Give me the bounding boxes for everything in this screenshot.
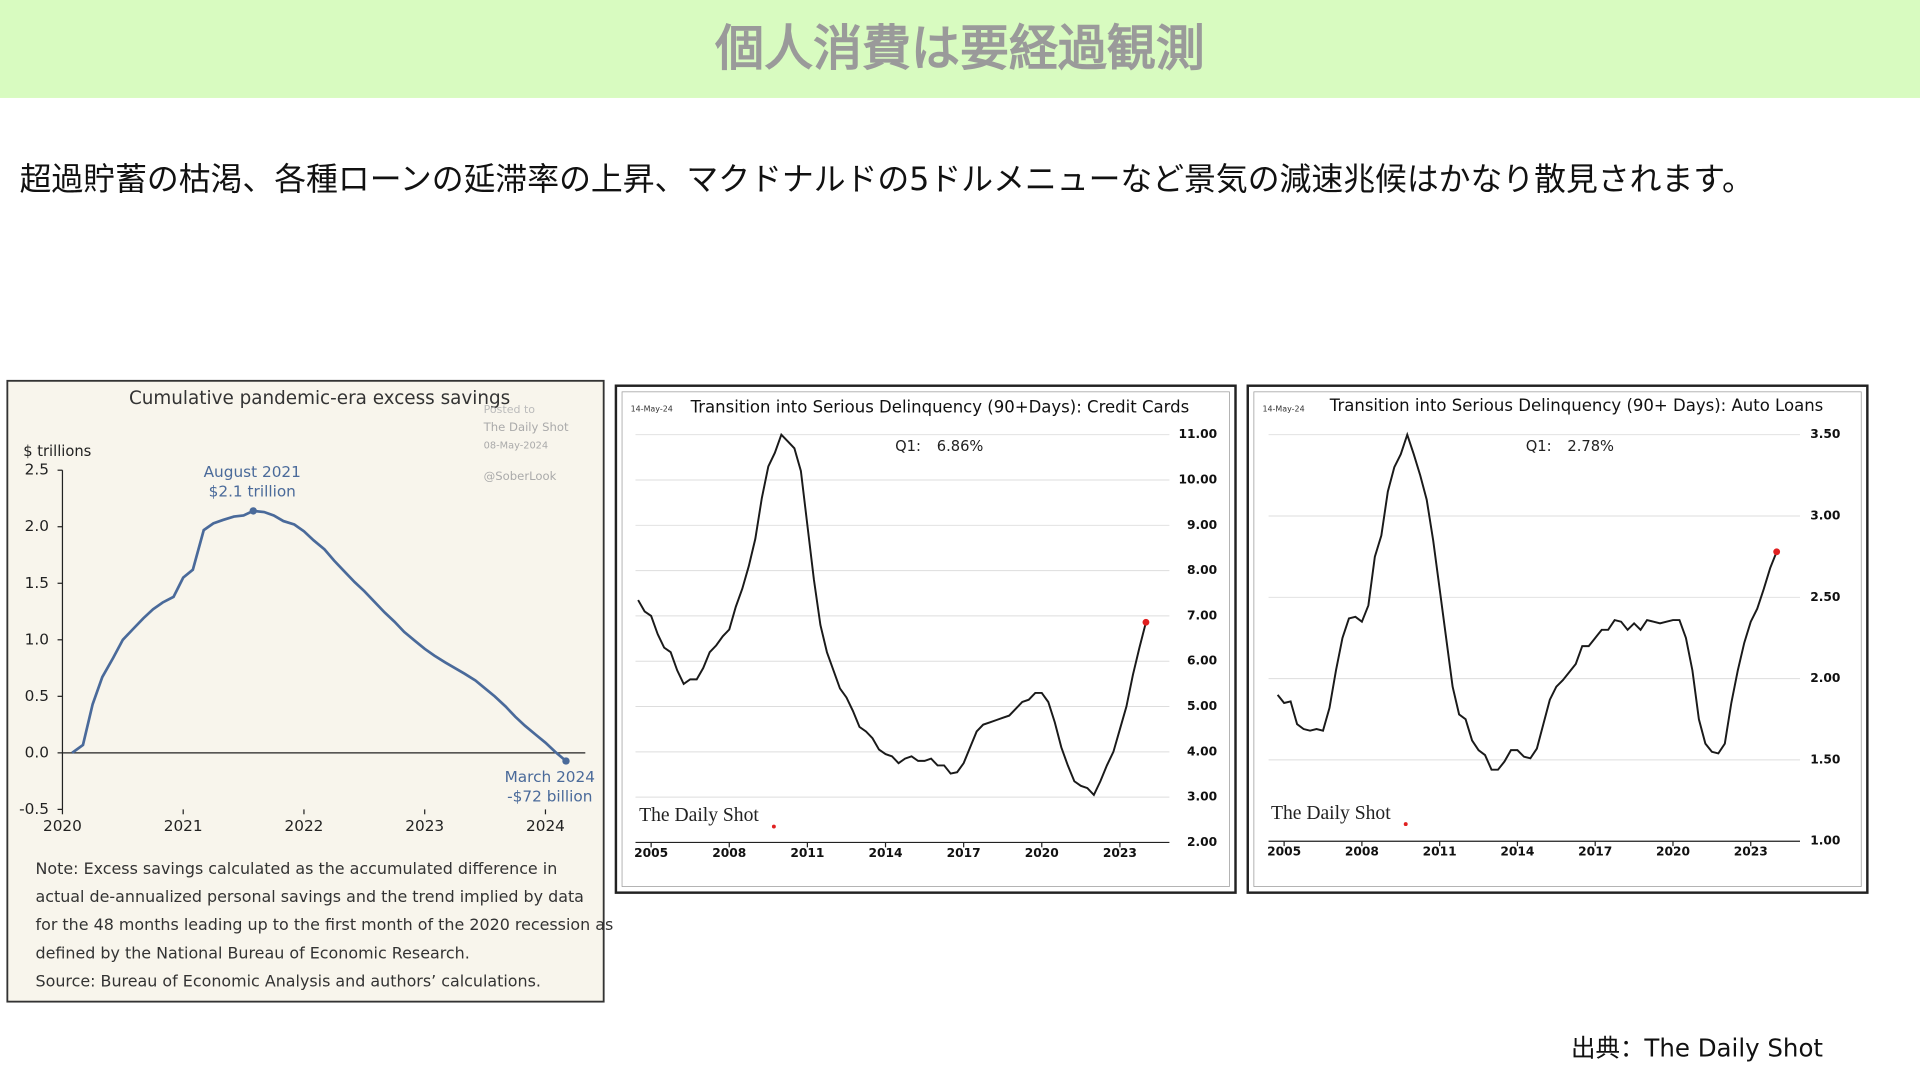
y-tick-label: 8.00 bbox=[1187, 563, 1217, 577]
header-band bbox=[0, 0, 1920, 98]
x-tick-label: 2011 bbox=[790, 846, 824, 860]
y-tick-label: 7.00 bbox=[1187, 608, 1217, 622]
chart-date: 14-May-24 bbox=[1262, 404, 1304, 413]
y-tick-label: 9.00 bbox=[1187, 518, 1217, 532]
annotation: $2.1 trillion bbox=[209, 483, 296, 501]
x-tick-label: 2020 bbox=[1656, 845, 1690, 859]
note-line: defined by the National Bureau of Econom… bbox=[36, 943, 470, 962]
chart-title: Transition into Serious Delinquency (90+… bbox=[1329, 396, 1823, 415]
y-tick-label: 2.50 bbox=[1810, 590, 1840, 604]
watermark: 08-May-2024 bbox=[484, 441, 548, 452]
x-tick-label: 2020 bbox=[1025, 846, 1059, 860]
series-line bbox=[71, 509, 567, 763]
point-marker bbox=[562, 757, 570, 765]
watermark: Posted to bbox=[484, 403, 536, 416]
slide-title: 個人消費は要経過観測 bbox=[714, 20, 1205, 77]
chart-inner-frame bbox=[621, 391, 1230, 887]
watermark: The Daily Shot bbox=[483, 420, 569, 434]
x-tick-label: 2023 bbox=[405, 817, 444, 835]
x-tick-label: 2023 bbox=[1103, 846, 1137, 860]
y-tick-label: 4.00 bbox=[1187, 744, 1217, 758]
x-tick-label: 2023 bbox=[1734, 845, 1768, 859]
x-tick-label: 2005 bbox=[634, 846, 668, 860]
watermark: The Daily Shot bbox=[639, 805, 759, 826]
x-tick-label: 2024 bbox=[526, 817, 565, 835]
y-tick-label: 3.00 bbox=[1810, 509, 1840, 523]
x-tick-label: 2017 bbox=[947, 846, 981, 860]
x-tick-label: 2005 bbox=[1267, 845, 1301, 859]
note-line: Source: Bureau of Economic Analysis and … bbox=[36, 972, 541, 991]
chart-frame bbox=[6, 379, 605, 1003]
y-tick-label: 3.50 bbox=[1810, 427, 1840, 441]
annotation: Q1: bbox=[1526, 438, 1552, 455]
chart-title: Cumulative pandemic-era excess savings bbox=[129, 388, 510, 409]
note-line: actual de-annualized personal savings an… bbox=[36, 887, 584, 906]
x-tick-label: 2022 bbox=[284, 817, 323, 835]
series-line bbox=[637, 432, 1147, 797]
y-tick-label: 0.0 bbox=[25, 743, 49, 761]
y-axis-label: $ trillions bbox=[23, 443, 91, 460]
logo-dot bbox=[1403, 822, 1408, 827]
y-tick-label: 1.50 bbox=[1810, 752, 1840, 766]
x-tick-label: 2017 bbox=[1578, 845, 1612, 859]
x-tick-label: 2020 bbox=[43, 817, 82, 835]
series-line bbox=[1276, 431, 1778, 771]
watermark: @SoberLook bbox=[484, 469, 557, 483]
annotation: August 2021 bbox=[204, 463, 301, 481]
chart-frame bbox=[1246, 384, 1869, 894]
source: 出典：The Daily Shot bbox=[1571, 1033, 1823, 1062]
logo-dot bbox=[771, 824, 776, 829]
x-tick-label: 2011 bbox=[1423, 845, 1457, 859]
watermark: The Daily Shot bbox=[1271, 803, 1391, 824]
y-tick-label: 1.00 bbox=[1810, 834, 1840, 848]
chart-date: 14-May-24 bbox=[631, 404, 673, 413]
annotation: 2.78% bbox=[1567, 438, 1614, 455]
y-tick-label: 11.00 bbox=[1178, 427, 1217, 441]
annotation: Q1: bbox=[895, 438, 921, 455]
chart-inner-frame bbox=[1253, 391, 1862, 887]
y-tick-label: 0.5 bbox=[25, 687, 49, 705]
note-line: Note: Excess savings calculated as the a… bbox=[36, 859, 558, 878]
x-tick-label: 2014 bbox=[868, 846, 902, 860]
x-tick-label: 2021 bbox=[164, 817, 203, 835]
note-line: for the 48 months leading up to the firs… bbox=[36, 915, 614, 934]
x-tick-label: 2008 bbox=[1345, 845, 1379, 859]
x-tick-label: 2014 bbox=[1500, 845, 1534, 859]
y-tick-label: 2.0 bbox=[25, 517, 49, 535]
y-tick-label: 6.00 bbox=[1187, 654, 1217, 668]
annotation: 6.86% bbox=[937, 438, 984, 455]
notes: Note: Excess savings calculated as the a… bbox=[36, 859, 614, 991]
y-tick-label: 3.00 bbox=[1187, 790, 1217, 804]
y-tick-label: 2.00 bbox=[1187, 835, 1217, 849]
y-tick-label: 10.00 bbox=[1178, 473, 1217, 487]
annotation: March 2024 bbox=[505, 768, 595, 786]
y-tick-label: -0.5 bbox=[19, 800, 49, 818]
body-text: 超過貯蓄の枯渇、各種ローンの延滞率の上昇、マクドナルドの5ドルメニューなど景気の… bbox=[20, 160, 1754, 198]
end-marker bbox=[1773, 548, 1781, 556]
x-tick-label: 2008 bbox=[712, 846, 746, 860]
y-tick-label: 1.0 bbox=[25, 630, 49, 648]
y-tick-label: 2.5 bbox=[25, 461, 49, 479]
point-marker bbox=[249, 507, 257, 515]
y-tick-label: 2.00 bbox=[1810, 671, 1840, 685]
chart-title: Transition into Serious Delinquency (90+… bbox=[690, 397, 1190, 416]
chart-frame bbox=[614, 384, 1237, 894]
y-tick-label: 5.00 bbox=[1187, 699, 1217, 713]
annotation: -$72 billion bbox=[507, 788, 592, 806]
y-tick-label: 1.5 bbox=[25, 574, 49, 592]
end-marker bbox=[1142, 618, 1150, 626]
